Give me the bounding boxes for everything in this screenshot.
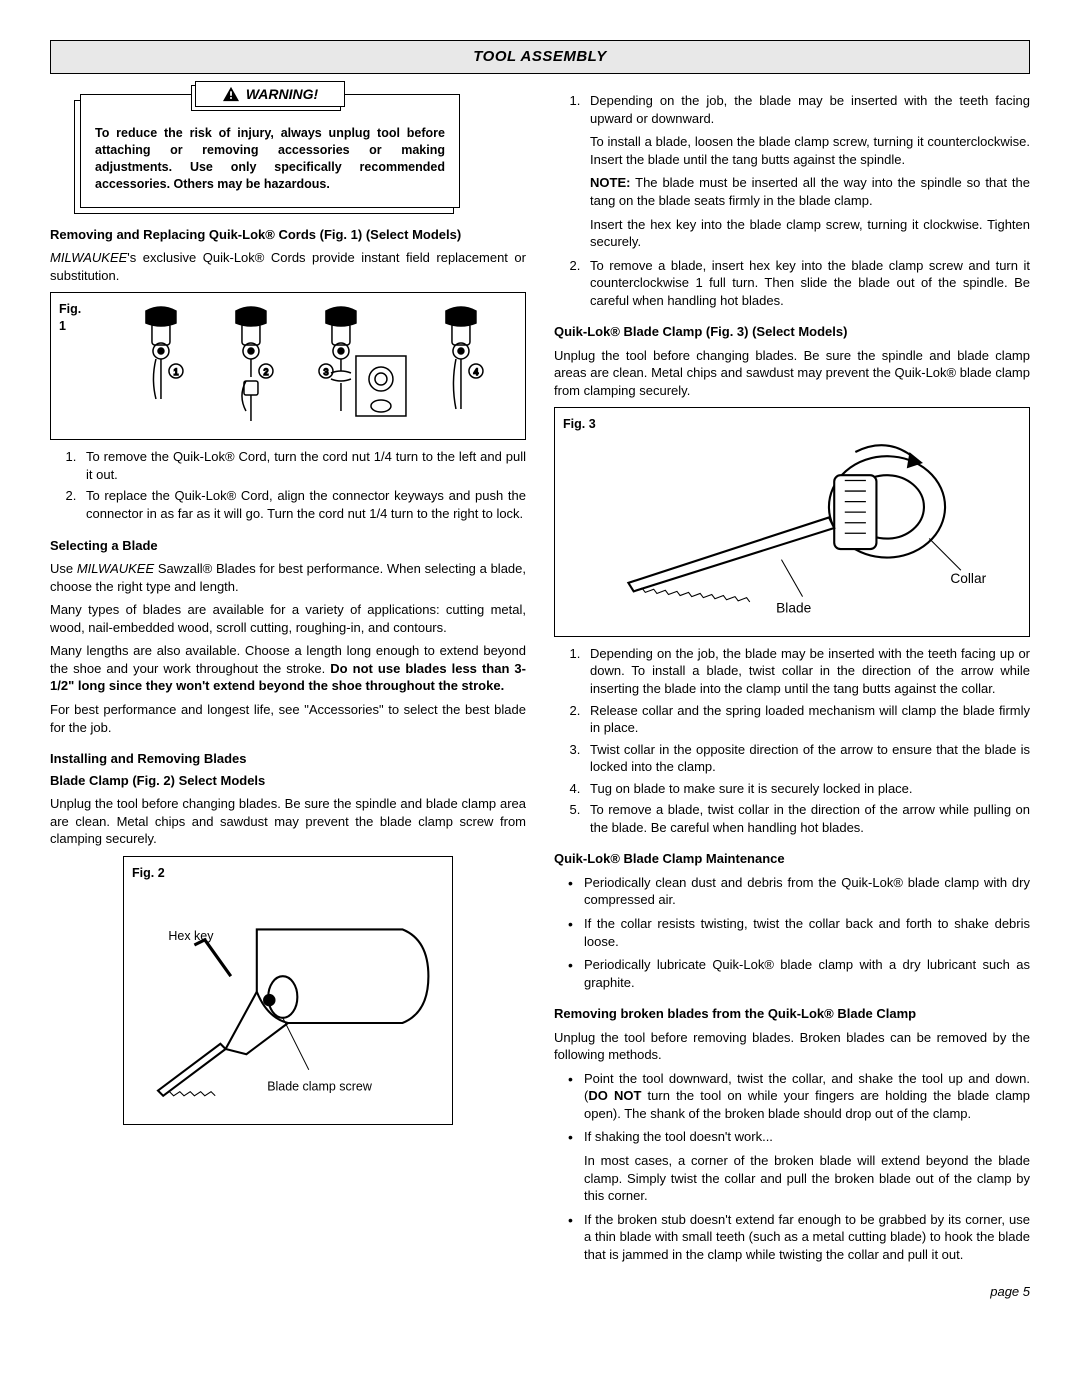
list-item: If shaking the tool doesn't work... In m… — [554, 1128, 1030, 1204]
list-item: Depending on the job, the blade may be i… — [584, 92, 1030, 250]
bullet-list-broken: Point the tool downward, twist the colla… — [554, 1070, 1030, 1263]
warning-text: To reduce the risk of injury, always unp… — [95, 126, 445, 191]
fig2-hexkey-label: Hex key — [168, 928, 214, 942]
list-item: To remove a blade, insert hex key into t… — [584, 257, 1030, 310]
ordered-list-cords: To remove the Quik-Lok® Cord, turn the c… — [50, 448, 526, 522]
fig2-screw-label: Blade clamp screw — [267, 1079, 373, 1093]
fig1-illustration: 1 2 — [95, 301, 517, 431]
list-item: Depending on the job, the blade may be i… — [584, 645, 1030, 698]
paragraph: Many types of blades are available for a… — [50, 601, 526, 636]
svg-text:3: 3 — [324, 367, 329, 377]
fig2-label: Fig. 2 — [132, 865, 444, 882]
svg-text:1: 1 — [174, 367, 179, 377]
warning-label: WARNING! — [246, 85, 318, 104]
list-item: Twist collar in the opposite direction o… — [584, 741, 1030, 776]
ordered-list-quiklok: Depending on the job, the blade may be i… — [554, 645, 1030, 836]
paragraph: Use MILWAUKEE Sawzall® Blades for best p… — [50, 560, 526, 595]
list-item: Release collar and the spring loaded mec… — [584, 702, 1030, 737]
ordered-list-install: Depending on the job, the blade may be i… — [554, 92, 1030, 309]
bullet-list-maintenance: Periodically clean dust and debris from … — [554, 874, 1030, 991]
left-column: WARNING! To reduce the risk of injury, a… — [50, 86, 526, 1269]
list-item: Periodically clean dust and debris from … — [554, 874, 1030, 909]
fig3-label: Fig. 3 — [563, 416, 1021, 433]
paragraph: Many lengths are also available. Choose … — [50, 642, 526, 695]
list-item: Tug on blade to make sure it is securely… — [584, 780, 1030, 798]
list-item: To remove the Quik-Lok® Cord, turn the c… — [80, 448, 526, 483]
figure-2: Fig. 2 Hex key Blade clamp — [123, 856, 453, 1125]
heading-blade-clamp: Blade Clamp (Fig. 2) Select Models — [50, 772, 526, 790]
svg-text:4: 4 — [474, 367, 479, 377]
heading-quiklok-clamp: Quik-Lok® Blade Clamp (Fig. 3) (Select M… — [554, 323, 1030, 341]
paragraph: MILWAUKEE's exclusive Quik-Lok® Cords pr… — [50, 249, 526, 284]
fig3-illustration: Collar Blade — [563, 433, 1021, 623]
paragraph: For best performance and longest life, s… — [50, 701, 526, 736]
fig3-collar-label: Collar — [950, 571, 986, 586]
heading-remove-cords: Removing and Replacing Quik-Lok® Cords (… — [50, 226, 526, 244]
fig3-blade-label: Blade — [776, 601, 811, 616]
figure-1: Fig. 1 1 — [50, 292, 526, 440]
two-column-layout: WARNING! To reduce the risk of injury, a… — [50, 86, 1030, 1269]
warning-triangle-icon — [222, 86, 240, 102]
list-item: Point the tool downward, twist the colla… — [554, 1070, 1030, 1123]
warning-box: WARNING! To reduce the risk of injury, a… — [80, 94, 460, 208]
fig2-illustration: Hex key Blade clamp screw — [132, 882, 444, 1112]
heading-install-remove: Installing and Removing Blades — [50, 750, 526, 768]
list-item: To remove a blade, twist collar in the d… — [584, 801, 1030, 836]
list-item: To replace the Quik-Lok® Cord, align the… — [80, 487, 526, 522]
paragraph: Unplug the tool before changing blades. … — [554, 347, 1030, 400]
paragraph: Unplug the tool before changing blades. … — [50, 795, 526, 848]
paragraph: Unplug the tool before removing blades. … — [554, 1029, 1030, 1064]
list-item: If the collar resists twisting, twist th… — [554, 915, 1030, 950]
heading-maintenance: Quik-Lok® Blade Clamp Maintenance — [554, 850, 1030, 868]
page-number: page 5 — [50, 1283, 1030, 1301]
heading-selecting-blade: Selecting a Blade — [50, 537, 526, 555]
list-item: If the broken stub doesn't extend far en… — [554, 1211, 1030, 1264]
right-column: Depending on the job, the blade may be i… — [554, 86, 1030, 1269]
heading-broken-blades: Removing broken blades from the Quik-Lok… — [554, 1005, 1030, 1023]
list-item: Periodically lubricate Quik-Lok® blade c… — [554, 956, 1030, 991]
fig1-label: Fig. 1 — [59, 301, 89, 335]
section-header: TOOL ASSEMBLY — [50, 40, 1030, 74]
figure-3: Fig. 3 Collar — [554, 407, 1030, 636]
svg-text:2: 2 — [264, 367, 269, 377]
